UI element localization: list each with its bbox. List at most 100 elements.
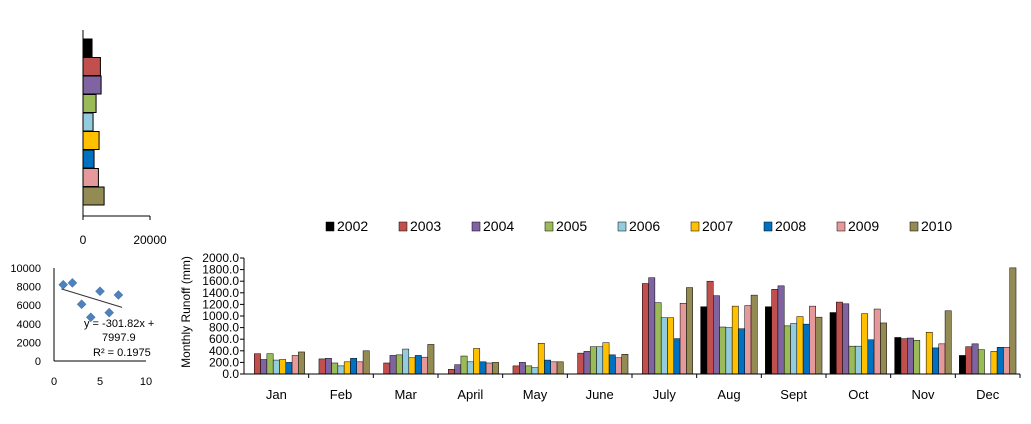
scatter-x-tick-label: 5 [97,376,103,388]
bar-2005-May [525,365,533,375]
bar-2009-Sept [809,305,816,375]
bar-2004-Sept [777,285,785,375]
bar-2010-Sept [815,316,823,375]
scatter-point [113,290,124,300]
bar-2006-Jan [272,359,280,375]
main-x-tick-label: Aug [717,387,740,402]
legend-swatch-2003 [398,221,408,232]
bar-2010-Dec [1009,267,1017,375]
bar-2008-April [479,361,487,375]
bar-2004-June [583,351,591,375]
main-y-tick-label: 0.0 [222,367,239,381]
bar-2004-Jan [260,359,268,375]
bar-2005-Mar [395,354,403,375]
hbar-bar-2005 [82,94,97,113]
bar-2007-May [537,343,545,375]
scatter-y-tick-label: 0 [35,356,41,368]
main-y-tick-labels: 0.0200.0400.0600.0800.01000.01200.01400.… [202,251,244,381]
bar-2003-Oct [836,301,843,375]
main-y-tick-label: 1000.0 [202,309,239,323]
hbar-bar-2007 [82,131,100,150]
scatter-x-tick-label: 10 [140,376,152,388]
bar-2005-June [589,346,597,375]
legend-label-2007: 2007 [702,218,733,234]
bar-2004-April [454,364,462,375]
bar-2006-July [660,317,668,375]
monthly-runoff-chart: 2002 2003 2004 2005 2006 2007 2008 2009 2010 Mon… [179,218,1021,402]
main-x-tick-label: June [586,387,614,402]
bar-2005-April [460,355,468,375]
bar-2008-Aug [738,328,746,375]
scatter-x-tick-label: 0 [51,376,57,388]
bar-2007-Mar [408,357,416,375]
bar-2008-Dec [996,347,1004,375]
trendline-equation-line1: y = -301.82x + [84,318,154,330]
bar-2006-Mar [402,348,410,375]
legend-label-2010: 2010 [921,218,952,234]
main-y-tick-label: 1400.0 [202,286,239,300]
hbar-x-tick-label: 20000 [133,233,167,247]
bar-2006-May [531,367,539,375]
main-x-tick-label: Mar [394,387,417,402]
legend-label-2004: 2004 [483,218,514,234]
legend-label-2006: 2006 [629,218,660,234]
main-y-tick-label: 1800.0 [202,263,239,277]
main-y-tick-label: 800.0 [209,321,239,335]
bar-2009-April [485,362,493,375]
bar-2007-Dec [990,351,998,375]
bar-2009-Feb [356,361,364,375]
legend-label-2005: 2005 [556,218,587,234]
main-x-tick-label: Oct [848,387,869,402]
bar-2007-Nov [925,331,933,375]
scatter-point [95,286,105,297]
bar-2003-Jan [254,353,261,375]
bar-2009-July [679,302,687,375]
scatter-point [58,279,69,290]
horizontal-bar-chart: 0 20000 [80,30,167,247]
bar-2010-Aug [750,294,758,375]
bar-2010-Mar [427,344,435,375]
main-bar-series [254,267,1017,375]
hbar-x-tick-label: 0 [80,233,87,247]
hbar-bar-2008 [82,149,95,169]
bar-2009-June [615,357,622,375]
hbar-bar-2002 [82,38,93,58]
bar-2010-July [686,287,693,375]
bar-2009-Dec [1003,347,1010,375]
bar-2009-Mar [421,356,428,375]
scatter-y-tick-label: 10000 [10,263,41,275]
bar-2007-Aug [731,305,739,375]
bar-2009-May [550,361,558,375]
bar-2005-Dec [977,349,985,375]
bar-2007-June [602,342,610,375]
bar-2007-Oct [861,313,869,375]
bar-2003-Dec [965,346,973,375]
bar-2010-Jan [298,351,305,375]
bar-2007-July [667,317,675,375]
bar-2006-Aug [725,327,733,375]
main-x-tick-labels: Jan Feb Mar April May June July Aug Sept Oct Nov De… [266,374,1021,402]
main-x-tick-label: Sept [780,387,807,402]
main-y-axis-label: Monthly Runoff (mm) [179,256,193,368]
hbar-bar-2009 [82,168,99,187]
bar-2004-Nov [907,337,914,375]
bar-2004-May [519,362,526,375]
legend-swatch-2006 [617,221,627,232]
scatter-y-tick-label: 6000 [17,300,41,312]
trendline-equation-line2: 7997.9 [102,332,136,344]
main-x-tick-label: Jan [266,387,287,402]
legend-swatch-2005 [544,221,554,232]
legend-label-2003: 2003 [410,218,441,234]
main-x-tick-label: May [523,387,548,402]
main-x-tick-label: July [653,387,677,402]
main-y-tick-label: 200.0 [209,355,239,369]
bar-2009-Oct [873,308,881,375]
bar-2004-Mar [389,355,397,375]
bar-2005-Sept [783,325,791,375]
scatter-chart: 0 2000 4000 6000 8000 10000 0 5 10 y = -301.82x … [10,263,154,388]
scatter-points [58,278,124,323]
scatter-y-tick-label: 2000 [17,337,41,349]
bar-2008-Oct [867,339,875,375]
legend-swatch-2002 [325,221,335,232]
